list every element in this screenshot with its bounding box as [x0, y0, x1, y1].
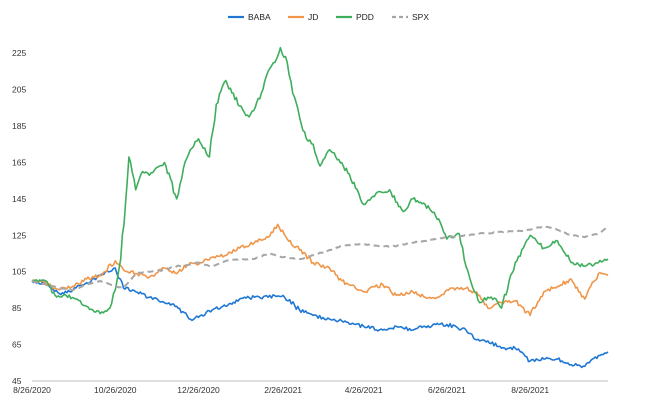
legend-item-pdd: PDD [336, 12, 374, 22]
legend-label: PDD [356, 12, 374, 22]
x-tick-label: 4/26/2021 [345, 385, 383, 395]
y-tick-label: 45 [12, 376, 22, 386]
x-tick-label: 8/26/2021 [511, 385, 549, 395]
series-line-spx [31, 225, 609, 292]
legend-item-jd: JD [288, 12, 318, 22]
x-tick-label: 6/26/2021 [428, 385, 466, 395]
y-tick-label: 185 [12, 121, 26, 131]
axis-layer: 45 65 85 105 125 145 165 185 205 225 8/26/2020 10/2… [12, 48, 608, 395]
legend-label: JD [308, 12, 318, 22]
y-tick-label: 145 [12, 194, 26, 204]
legend-item-spx: SPX [392, 12, 429, 22]
legend-item-baba: BABA [228, 12, 271, 22]
series-line-pdd [31, 46, 609, 315]
x-tick-label: 8/26/2020 [13, 385, 51, 395]
legend-label: SPX [412, 12, 429, 22]
series-layer [31, 46, 609, 369]
y-tick-label: 165 [12, 157, 26, 167]
legend: BABA JD PDD SPX [228, 12, 429, 22]
x-tick-label: 2/26/2021 [264, 385, 302, 395]
x-tick-label: 12/26/2020 [177, 385, 220, 395]
y-tick-label: 65 [12, 340, 22, 350]
legend-label: BABA [248, 12, 271, 22]
x-tick-label: 10/26/2020 [94, 385, 137, 395]
series-line-baba [31, 267, 609, 369]
series-line-jd [31, 223, 609, 317]
y-tick-label: 85 [12, 303, 22, 313]
y-tick-label: 105 [12, 267, 26, 277]
y-tick-label: 205 [12, 85, 26, 95]
y-tick-label: 225 [12, 48, 26, 58]
y-tick-label: 125 [12, 230, 26, 240]
